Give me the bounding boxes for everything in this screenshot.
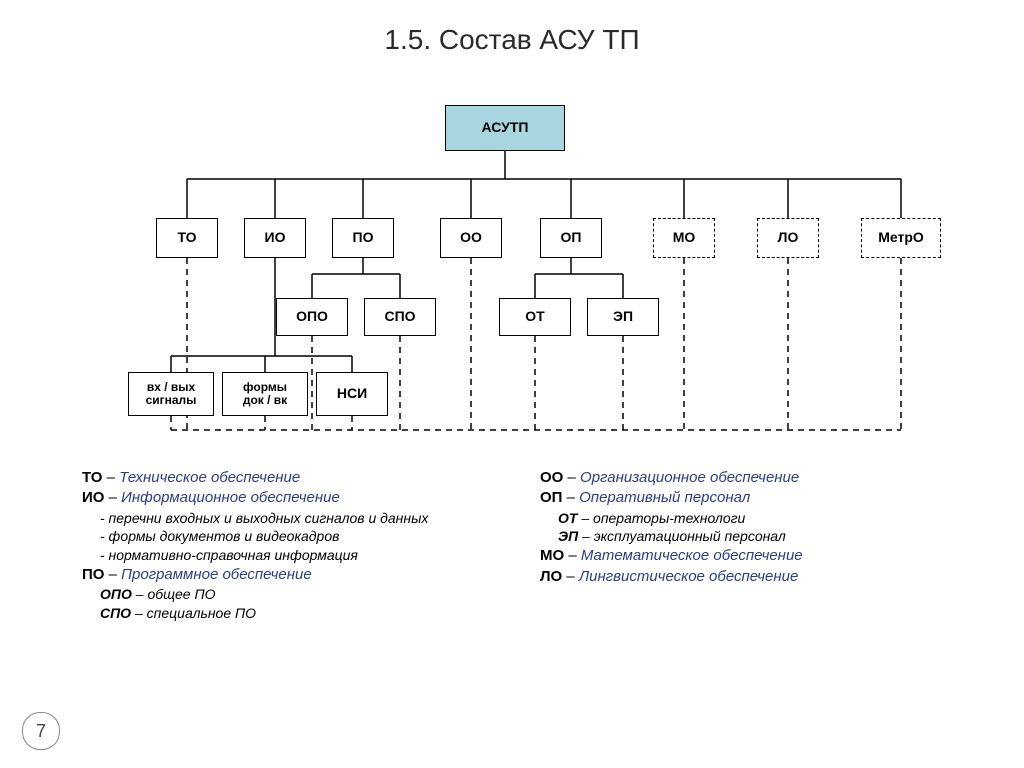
node-io: ИО bbox=[244, 218, 306, 258]
legend-row: ЛО – Лингвистическое обеспечение bbox=[540, 567, 803, 587]
legend-right: ОО – Организационное обеспечениеОП – Опе… bbox=[540, 468, 803, 587]
legend-row: ОП – Оперативный персонал bbox=[540, 488, 803, 508]
node-to: ТО bbox=[156, 218, 218, 258]
legend-row: СПО – специальное ПО bbox=[100, 604, 428, 623]
node-metro: МетрО bbox=[861, 218, 941, 258]
legend-row: ПО – Программное обеспечение bbox=[82, 565, 428, 585]
page-number: 7 bbox=[22, 712, 60, 750]
node-op: ОП bbox=[540, 218, 602, 258]
node-oo: ОО bbox=[440, 218, 502, 258]
slide-title: 1.5. Состав АСУ ТП bbox=[0, 24, 1024, 56]
node-frm: формыдок / вк bbox=[222, 372, 308, 416]
legend-row: - перечни входных и выходных сигналов и … bbox=[100, 509, 428, 528]
legend-row: ЭП – эксплуатационный персонал bbox=[558, 527, 803, 546]
node-root: АСУТП bbox=[445, 105, 565, 151]
legend-row: - формы документов и видеокадров bbox=[100, 527, 428, 546]
legend-row: ИО – Информационное обеспечение bbox=[82, 488, 428, 508]
node-po: ПО bbox=[332, 218, 394, 258]
legend-row: ТО – Техническое обеспечение bbox=[82, 468, 428, 488]
node-nsi: НСИ bbox=[316, 372, 388, 416]
legend-row: ОТ – операторы-технологи bbox=[558, 509, 803, 528]
node-lo: ЛО bbox=[757, 218, 819, 258]
legend-row: ОПО – общее ПО bbox=[100, 585, 428, 604]
legend-row: ОО – Организационное обеспечение bbox=[540, 468, 803, 488]
node-ep: ЭП bbox=[587, 298, 659, 336]
legend-left: ТО – Техническое обеспечениеИО – Информа… bbox=[82, 468, 428, 623]
legend-row: МО – Математическое обеспечение bbox=[540, 546, 803, 566]
node-opo: ОПО bbox=[276, 298, 348, 336]
node-spo: СПО bbox=[364, 298, 436, 336]
node-ot: ОТ bbox=[499, 298, 571, 336]
legend-row: - нормативно-справочная информация bbox=[100, 546, 428, 565]
node-sig: вх / выхсигналы bbox=[128, 372, 214, 416]
node-mo: МО bbox=[653, 218, 715, 258]
